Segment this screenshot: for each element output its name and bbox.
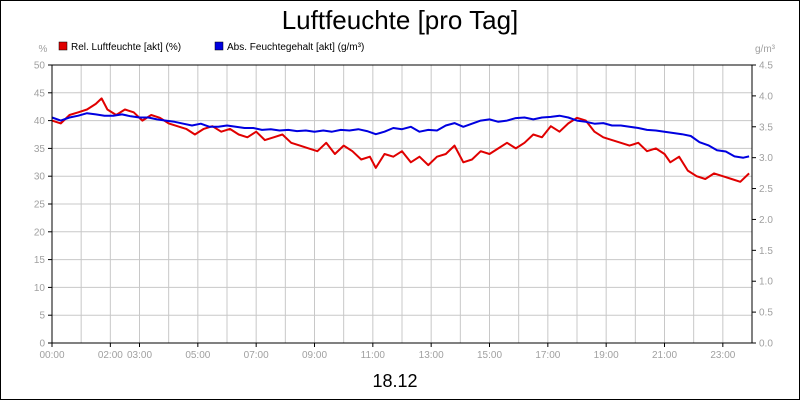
x-tick-label: 13:00 [419,350,444,361]
x-tick-label: 09:00 [302,350,327,361]
right-tick-label: 1.5 [759,246,773,257]
x-tick-label: 00:00 [39,350,64,361]
left-tick-label: 20 [34,227,46,238]
x-tick-label: 23:00 [710,350,735,361]
left-tick-label: 25 [34,200,46,211]
right-tick-label: 4.0 [759,91,773,102]
right-tick-label: 4.5 [759,61,773,72]
right-tick-label: 2.0 [759,215,773,226]
legend-swatch-abs-humidity [214,41,224,51]
x-tick-label: 15:00 [477,350,502,361]
x-tick-label: 03:00 [127,350,152,361]
left-axis: 0 5 10 15 20 25 30 35 40 45 50 [34,61,52,350]
x-axis: 00:00 02:00 03:00 05:00 07:00 09:00 11:00 13:00… [39,343,736,361]
left-tick-label: 30 [34,172,46,183]
left-tick-label: 15 [34,255,46,266]
legend-label-rel-humidity: Rel. Luftfeuchte [akt] (%) [71,42,181,53]
left-tick-label: 50 [34,61,46,72]
left-tick-label: 10 [34,283,46,294]
right-tick-label: 0.0 [759,339,773,350]
right-tick-label: 3.5 [759,122,773,133]
right-tick-label: 0.5 [759,308,773,319]
x-tick-label: 19:00 [594,350,619,361]
left-tick-label: 40 [34,116,46,127]
chart-title: Luftfeuchte [pro Tag] [282,5,519,35]
x-tick-label: 07:00 [244,350,269,361]
x-tick-label: 02:00 [98,350,123,361]
left-axis-unit: % [39,44,48,55]
left-tick-label: 35 [34,144,46,155]
right-axis-unit: g/m³ [755,44,776,55]
plot-border [51,64,753,344]
x-tick-label: 17:00 [535,350,560,361]
left-tick-label: 0 [39,339,45,350]
date-label: 18.12 [372,371,417,391]
right-tick-label: 3.0 [759,153,773,164]
x-tick-label: 11:00 [361,350,386,361]
legend-label-abs-humidity: Abs. Feuchtegehalt [akt] (g/m³) [227,42,364,53]
series-layer [51,97,750,183]
x-tick-label: 05:00 [185,350,210,361]
right-tick-label: 1.0 [759,277,773,288]
left-tick-label: 45 [34,88,46,99]
left-tick-label: 5 [39,311,45,322]
legend-swatch-rel-humidity [58,41,68,51]
x-tick-label: 21:00 [652,350,677,361]
right-tick-label: 2.5 [759,184,773,195]
legend: Rel. Luftfeuchte [akt] (%) Abs. Feuchteg… [58,41,364,53]
series-line-abs-humidity [51,112,750,159]
right-axis: 0.0 0.5 1.0 1.5 2.0 2.5 3.0 3.5 4.0 4.5 [752,61,773,350]
